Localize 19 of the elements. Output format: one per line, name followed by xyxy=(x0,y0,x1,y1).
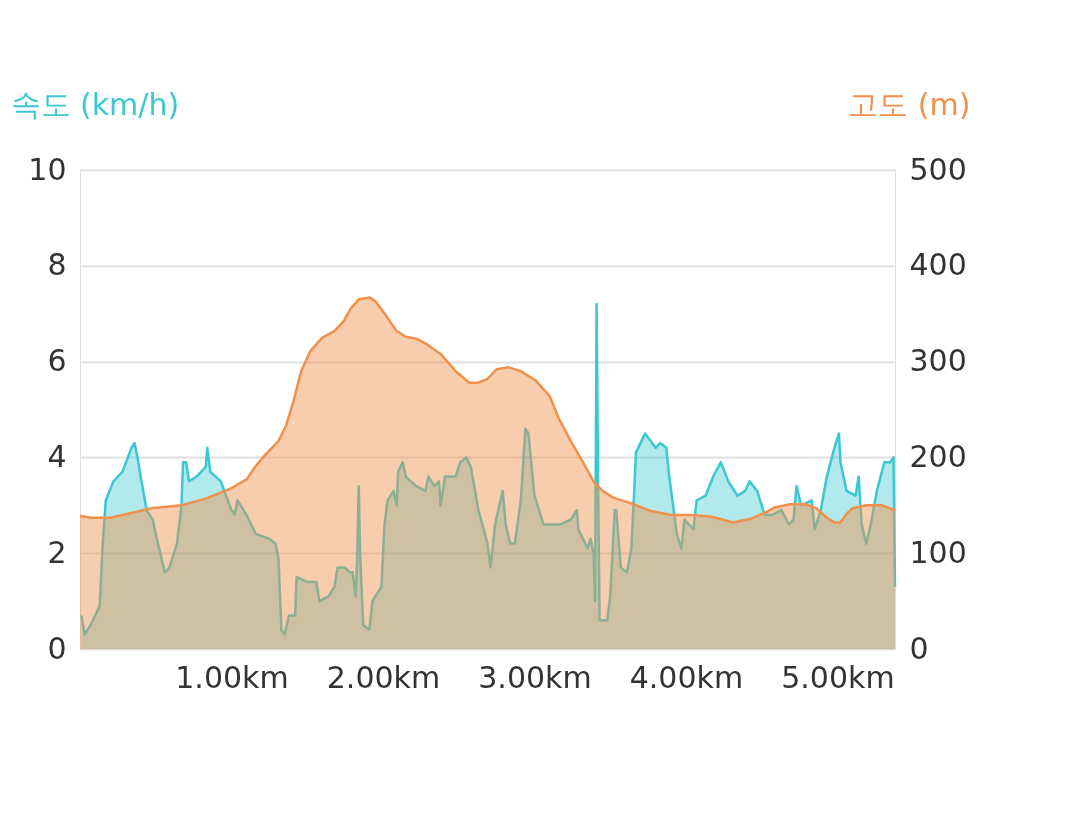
y2-axis-title: 고도 (m) xyxy=(848,86,971,122)
y-tick-label: 4 xyxy=(47,438,67,474)
y-axis-title: 속도 (km/h) xyxy=(10,86,180,122)
y-tick-label: 10 xyxy=(28,151,67,187)
y2-tick-label: 200 xyxy=(909,438,967,474)
x-tick-label: 2.00km xyxy=(326,659,441,695)
y-tick-label: 2 xyxy=(47,534,67,570)
y2-tick-label: 500 xyxy=(909,151,967,187)
y2-tick-label: 100 xyxy=(909,534,967,570)
x-tick-label: 4.00km xyxy=(629,659,744,695)
y2-tick-label: 300 xyxy=(909,343,967,379)
y2-tick-label: 0 xyxy=(909,630,929,666)
y2-tick-label: 400 xyxy=(909,247,967,283)
x-tick-label: 1.00km xyxy=(175,659,289,695)
y-tick-label: 6 xyxy=(47,343,67,379)
y-tick-label: 0 xyxy=(47,630,67,666)
y-tick-label: 8 xyxy=(47,247,67,283)
x-tick-label: 3.00km xyxy=(478,659,592,695)
x-tick-label: 5.00km xyxy=(781,659,895,695)
